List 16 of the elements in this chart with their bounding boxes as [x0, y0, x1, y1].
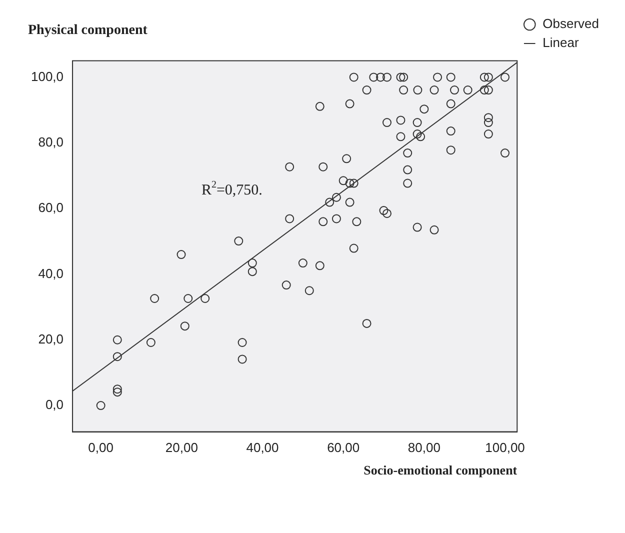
chart-title: Physical component	[28, 23, 148, 38]
x-tick-label: 60,00	[327, 440, 360, 456]
x-axis-title: Socio-emotional component	[364, 462, 518, 478]
x-tick-label: 100,00	[485, 440, 525, 456]
y-tick-label: 60,0	[38, 200, 64, 216]
legend-label: Linear	[542, 35, 580, 50]
y-tick-label: 0,0	[45, 397, 64, 412]
y-tick-label: 80,0	[38, 134, 64, 150]
x-tick-label: 0,00	[88, 440, 114, 456]
y-tick-label: 100,0	[30, 68, 64, 84]
x-tick-label: 40,00	[246, 440, 279, 456]
x-tick-label: 80,00	[408, 440, 440, 456]
y-tick-label: 20,0	[38, 331, 64, 346]
legend-label: Observed	[542, 16, 600, 32]
x-tick-label: 20,00	[165, 440, 198, 456]
y-tick-label: 40,0	[38, 266, 64, 281]
